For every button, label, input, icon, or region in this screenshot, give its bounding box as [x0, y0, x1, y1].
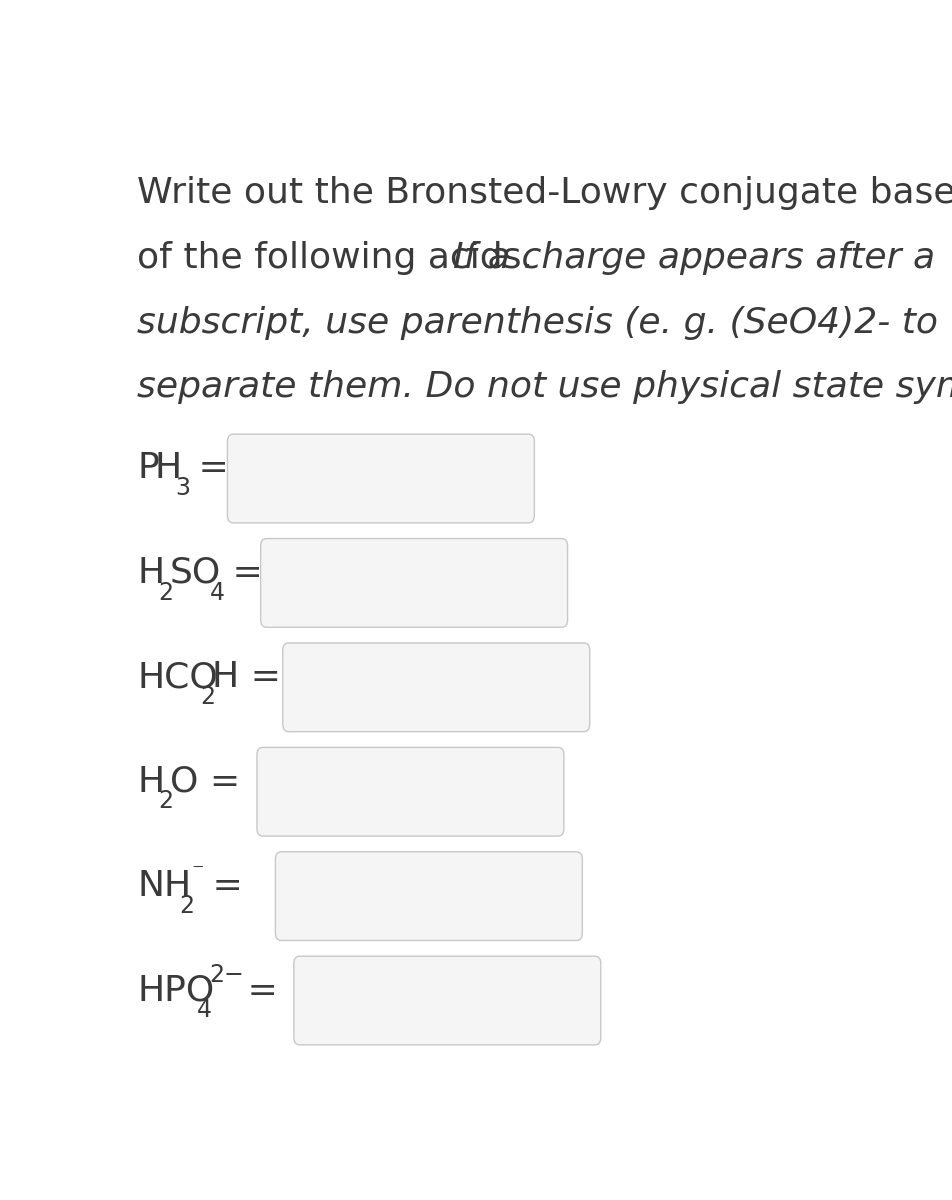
- Text: 2: 2: [179, 894, 194, 918]
- Text: SO: SO: [170, 556, 222, 590]
- Text: of the following acids.: of the following acids.: [137, 241, 545, 275]
- FancyBboxPatch shape: [283, 643, 589, 732]
- FancyBboxPatch shape: [294, 956, 601, 1045]
- Text: H: H: [137, 556, 165, 590]
- Text: P: P: [137, 451, 159, 486]
- Text: 2: 2: [158, 581, 173, 605]
- Text: =: =: [201, 869, 243, 904]
- Text: 2: 2: [158, 790, 173, 814]
- Text: HPO: HPO: [137, 973, 215, 1008]
- Text: NH: NH: [137, 869, 191, 904]
- Text: Write out the Bronsted-Lowry conjugate bases: Write out the Bronsted-Lowry conjugate b…: [137, 176, 952, 210]
- Text: subscript, use parenthesis (e. g. (SeO4)2- to: subscript, use parenthesis (e. g. (SeO4)…: [137, 306, 939, 340]
- Text: =: =: [222, 556, 264, 590]
- Text: separate them. Do not use physical state symbols.: separate them. Do not use physical state…: [137, 371, 952, 404]
- Text: H: H: [137, 764, 165, 799]
- Text: 3: 3: [175, 476, 190, 500]
- FancyBboxPatch shape: [228, 434, 534, 523]
- Text: H =: H =: [211, 660, 281, 695]
- FancyBboxPatch shape: [275, 852, 583, 941]
- FancyBboxPatch shape: [261, 539, 567, 628]
- Text: 4: 4: [209, 581, 225, 605]
- Text: If a charge appears after a: If a charge appears after a: [453, 241, 936, 275]
- Text: =: =: [187, 451, 228, 486]
- Text: 2−: 2−: [208, 964, 244, 988]
- Text: ⁻: ⁻: [191, 859, 204, 883]
- FancyBboxPatch shape: [257, 748, 564, 836]
- Text: H: H: [154, 451, 182, 486]
- Text: 2: 2: [200, 685, 215, 709]
- Text: =: =: [236, 973, 278, 1008]
- Text: O =: O =: [170, 764, 240, 799]
- Text: HCO: HCO: [137, 660, 218, 695]
- Text: 4: 4: [197, 998, 212, 1022]
